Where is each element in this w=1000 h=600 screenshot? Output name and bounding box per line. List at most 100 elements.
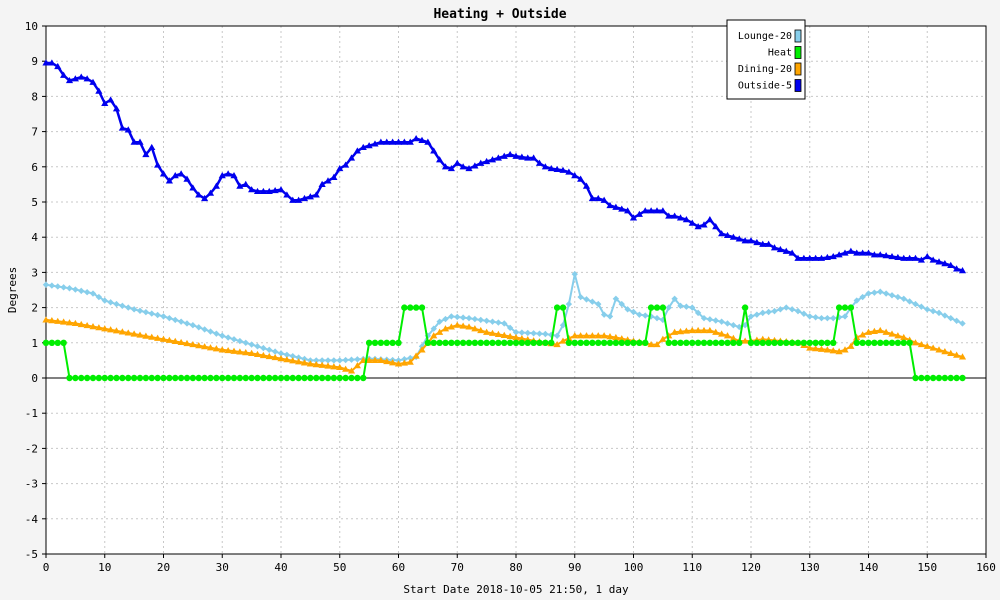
- data-point-outside-5: [300, 194, 309, 202]
- data-point-outside-5: [882, 252, 890, 259]
- data-point-heat: [166, 374, 173, 382]
- data-point-dining-20: [900, 333, 908, 341]
- data-point-outside-5: [148, 143, 156, 151]
- data-point-lounge-20: [348, 356, 355, 363]
- data-point-outside-5: [236, 182, 244, 189]
- data-point-outside-5: [312, 191, 320, 198]
- data-point-dining-20: [870, 327, 878, 334]
- data-point-outside-5: [747, 237, 755, 244]
- data-point-lounge-20: [818, 314, 825, 322]
- data-point-lounge-20: [759, 309, 766, 317]
- data-point-dining-20: [289, 357, 297, 364]
- data-point-heat: [136, 374, 144, 382]
- data-point-heat: [160, 374, 167, 382]
- data-point-outside-5: [283, 191, 291, 198]
- data-point-lounge-20: [536, 330, 543, 337]
- data-point-heat: [847, 304, 855, 311]
- data-point-outside-5: [107, 96, 115, 103]
- data-point-heat: [771, 339, 778, 346]
- data-point-outside-5: [647, 207, 655, 214]
- data-point-dining-20: [718, 330, 726, 337]
- data-point-outside-5: [447, 164, 455, 172]
- x-tick-label: 70: [451, 561, 464, 574]
- y-tick-label: 5: [31, 196, 38, 209]
- data-point-lounge-20: [636, 311, 643, 318]
- y-tick-label: 9: [31, 55, 38, 68]
- data-point-outside-5: [817, 254, 826, 261]
- data-point-heat: [448, 339, 455, 346]
- data-point-outside-5: [565, 168, 573, 175]
- data-point-outside-5: [888, 252, 896, 260]
- data-point-dining-20: [676, 328, 685, 335]
- data-point-lounge-20: [236, 337, 244, 345]
- data-point-outside-5: [947, 261, 955, 268]
- x-tick-label: 60: [392, 561, 405, 574]
- data-point-dining-20: [406, 358, 414, 365]
- data-point-heat: [383, 339, 390, 346]
- data-point-outside-5: [459, 163, 467, 170]
- data-point-outside-5: [900, 254, 908, 261]
- data-point-lounge-20: [130, 306, 138, 313]
- data-point-lounge-20: [330, 357, 338, 364]
- data-point-heat: [454, 339, 461, 346]
- data-point-lounge-20: [953, 317, 960, 324]
- data-point-lounge-20: [54, 283, 61, 290]
- data-point-lounge-20: [777, 306, 784, 313]
- x-tick-label: 80: [509, 561, 522, 574]
- data-point-heat: [154, 374, 161, 382]
- data-point-dining-20: [941, 348, 949, 355]
- data-point-outside-5: [465, 164, 473, 172]
- data-point-heat: [101, 374, 108, 382]
- data-point-lounge-20: [824, 314, 831, 322]
- x-tick-label: 10: [98, 561, 111, 574]
- data-point-lounge-20: [72, 286, 79, 293]
- data-point-outside-5: [271, 186, 279, 194]
- data-point-lounge-20: [448, 313, 455, 320]
- data-point-dining-20: [230, 347, 238, 354]
- data-point-dining-20: [265, 352, 273, 360]
- data-point-outside-5: [553, 165, 561, 173]
- data-point-outside-5: [618, 205, 626, 212]
- data-point-outside-5: [823, 253, 831, 261]
- data-point-heat: [665, 339, 672, 346]
- legend-swatch-heat: [794, 46, 802, 59]
- data-point-dining-20: [400, 359, 408, 366]
- data-point-dining-20: [300, 359, 309, 366]
- data-point-dining-20: [812, 345, 820, 352]
- data-point-lounge-20: [142, 308, 150, 316]
- data-point-dining-20: [835, 348, 843, 355]
- data-point-outside-5: [371, 140, 379, 147]
- data-point-heat: [518, 339, 526, 346]
- legend-box: [726, 19, 806, 100]
- data-point-heat: [277, 374, 285, 382]
- data-point-lounge-20: [166, 314, 173, 322]
- data-point-heat: [260, 374, 267, 382]
- data-point-dining-20: [248, 349, 256, 356]
- data-point-lounge-20: [266, 346, 273, 354]
- data-point-lounge-20: [83, 289, 91, 296]
- data-point-heat: [324, 374, 332, 382]
- data-point-lounge-20: [771, 307, 778, 315]
- data-point-lounge-20: [689, 304, 696, 311]
- data-point-dining-20: [817, 345, 826, 352]
- data-point-lounge-20: [66, 285, 73, 292]
- plot-border: [45, 25, 987, 555]
- data-point-lounge-20: [724, 320, 731, 327]
- data-point-dining-20: [518, 334, 526, 342]
- data-point-lounge-20: [524, 329, 531, 337]
- data-point-outside-5: [812, 254, 820, 261]
- data-point-lounge-20: [160, 313, 167, 320]
- data-point-outside-5: [159, 170, 168, 177]
- data-point-dining-20: [653, 340, 661, 348]
- data-point-lounge-20: [671, 295, 678, 302]
- data-point-heat: [841, 304, 849, 311]
- data-point-outside-5: [641, 207, 649, 214]
- data-point-dining-20: [136, 331, 144, 338]
- data-point-heat: [60, 339, 67, 346]
- data-point-lounge-20: [313, 357, 320, 364]
- data-point-outside-5: [359, 143, 367, 151]
- data-point-dining-20: [418, 346, 426, 353]
- data-point-heat: [348, 374, 355, 382]
- data-point-heat: [565, 339, 573, 346]
- data-point-heat: [130, 374, 138, 382]
